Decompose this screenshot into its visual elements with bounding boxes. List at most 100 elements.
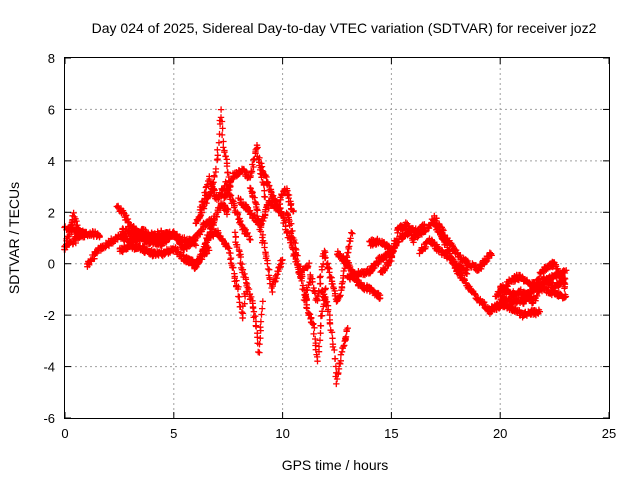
x-tick-label: 5 [170,426,177,441]
data-point [269,288,276,296]
data-point [317,322,324,329]
data-point [79,227,86,234]
data-point [289,227,296,235]
data-point [314,353,321,361]
data-point [231,202,238,209]
data-point [273,198,280,205]
data-point [218,118,226,125]
data-point [471,290,479,298]
data-point [337,351,345,358]
data-point [262,172,269,179]
data-point [210,185,217,192]
data-point [253,206,260,213]
data-point [337,357,344,364]
data-point [238,260,246,268]
data-point [376,292,384,299]
data-point [239,310,247,317]
data-point [238,309,246,316]
data-point [220,144,227,151]
data-point [298,277,305,285]
data-point [258,311,265,318]
data-point [252,313,259,320]
data-point [329,280,336,288]
data-point [347,235,354,242]
data-point [73,217,80,225]
data-point [234,211,241,219]
data-point [333,375,341,383]
data-point [325,306,332,313]
data-point [192,242,200,249]
data-point [244,229,251,237]
data-point [74,222,81,229]
data-point [253,145,260,152]
data-point [223,211,231,218]
data-point [536,308,543,315]
data-point [264,179,272,186]
data-point [70,209,77,217]
data-point [246,184,254,192]
data-point [259,305,266,312]
data-point [223,162,231,170]
data-point [561,281,569,288]
series-track [257,160,313,280]
y-tick-label: -6 [43,411,55,426]
data-point [162,239,170,246]
data-point [264,260,271,267]
data-point [224,169,231,176]
data-point [211,187,218,194]
data-point [431,220,438,227]
series-track [300,229,356,305]
data-point [215,139,223,146]
data-point [349,230,356,237]
y-axis-ticks: -6 -4 -2 0 2 4 6 8 [43,51,609,426]
data-point [530,286,537,294]
data-point [346,262,353,269]
data-point [304,263,312,270]
data-point [254,334,261,341]
data-point [329,335,336,342]
series-track [416,235,471,277]
data-point [257,228,265,235]
data-point [264,178,271,185]
data-point [357,279,365,286]
data-point [259,168,267,175]
data-point [305,310,313,317]
data-point [257,324,264,331]
x-tick-label: 15 [384,426,398,441]
data-point [219,236,226,243]
data-point [173,247,180,254]
data-point [315,343,323,350]
data-point [344,325,351,332]
data-point [231,229,239,236]
data-point [452,264,459,271]
data-point [237,253,244,261]
data-point [292,239,299,247]
data-point [222,240,229,247]
data-point [309,321,317,328]
data-point [346,243,353,250]
data-point [241,300,248,307]
data-point [227,192,235,199]
x-tick-label: 20 [493,426,507,441]
data-point [261,187,268,194]
data-point [263,173,270,181]
data-point [212,165,220,173]
data-point [277,263,284,270]
series-track [246,184,286,296]
data-point [219,125,226,132]
data-point [214,152,221,159]
data-point [96,232,103,240]
data-point [317,280,324,287]
data-point [257,318,265,325]
data-point [329,343,337,351]
y-tick-label: -4 [43,360,55,375]
data-point [421,221,428,228]
data-point [288,220,295,227]
x-tick-label: 25 [602,426,616,441]
data-point [345,243,352,251]
series-track [231,229,266,356]
data-point [237,195,244,203]
series-track [398,212,495,274]
data-point [250,308,258,315]
